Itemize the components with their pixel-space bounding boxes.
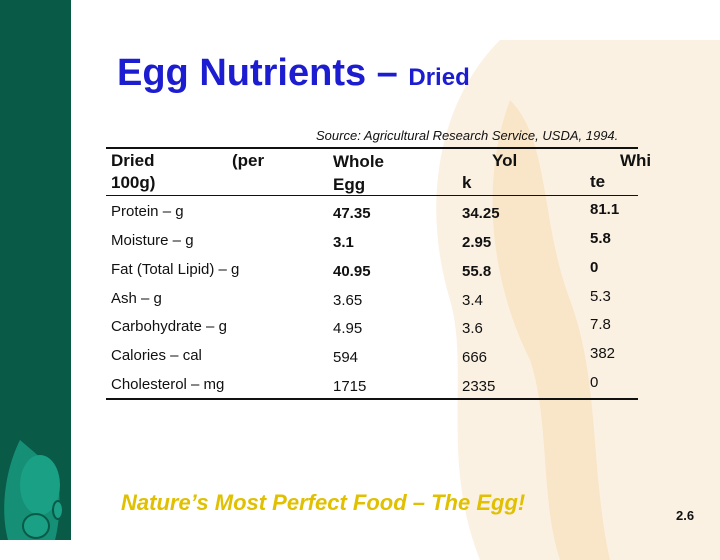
value-cell: 0 xyxy=(590,259,599,276)
value-cell: 81.1 xyxy=(590,201,620,218)
value-cell: 3.4 xyxy=(462,292,483,309)
value-cell: 4.95 xyxy=(333,320,363,337)
header-cell: Whole Egg xyxy=(333,152,384,194)
row-label: Carbohydrate – g xyxy=(111,318,227,335)
value-cell: 5.3 xyxy=(590,288,611,305)
value-cell: 2335 xyxy=(462,378,496,395)
value-cell: 2.95 xyxy=(462,234,492,251)
page-number: 2.6 xyxy=(676,508,695,523)
sidebar-band xyxy=(0,0,71,540)
header-cell: te xyxy=(590,172,606,191)
value-cell: 55.8 xyxy=(462,263,492,280)
header-cell: Dried 100g) xyxy=(111,151,156,192)
footer-tagline: Nature’s Most Perfect Food – The Egg! xyxy=(121,490,526,515)
background-hand-illustration xyxy=(436,40,720,560)
egg-in-hand-logo xyxy=(4,440,64,540)
value-cell: 594 xyxy=(333,349,359,366)
value-cell: 0 xyxy=(590,374,599,391)
value-cell: 7.8 xyxy=(590,316,611,333)
value-cell: 3.65 xyxy=(333,292,363,309)
value-cell: 382 xyxy=(590,345,616,362)
source-citation: Source: Agricultural Research Service, U… xyxy=(316,128,619,143)
row-label: Protein – g xyxy=(111,203,184,220)
slide-title: Egg Nutrients – Dried xyxy=(117,52,470,95)
title-main: Egg Nutrients – xyxy=(117,52,398,94)
header-cell: Whi xyxy=(620,151,652,170)
title-sub: Dried xyxy=(408,64,470,91)
table-bottom-rule xyxy=(106,398,638,400)
value-cell: 3.1 xyxy=(333,234,354,251)
value-cell: 3.6 xyxy=(462,320,483,337)
row-label: Cholesterol – mg xyxy=(111,376,225,393)
value-cell: 34.25 xyxy=(462,205,500,222)
row-label: Ash – g xyxy=(111,290,162,307)
value-cell: 5.8 xyxy=(590,230,611,247)
header-cell: Yol xyxy=(492,151,518,170)
value-cell: 666 xyxy=(462,349,488,366)
table-header-rule xyxy=(106,195,638,196)
header-cell: (per xyxy=(232,151,265,170)
row-label: Moisture – g xyxy=(111,232,194,249)
table-top-rule xyxy=(106,147,638,149)
value-cell: 47.35 xyxy=(333,205,371,222)
row-label: Calories – cal xyxy=(111,347,202,364)
value-cell: 40.95 xyxy=(333,263,371,280)
value-cell: 1715 xyxy=(333,378,367,395)
row-label: Fat (Total Lipid) – g xyxy=(111,261,240,278)
header-cell: k xyxy=(462,173,472,192)
